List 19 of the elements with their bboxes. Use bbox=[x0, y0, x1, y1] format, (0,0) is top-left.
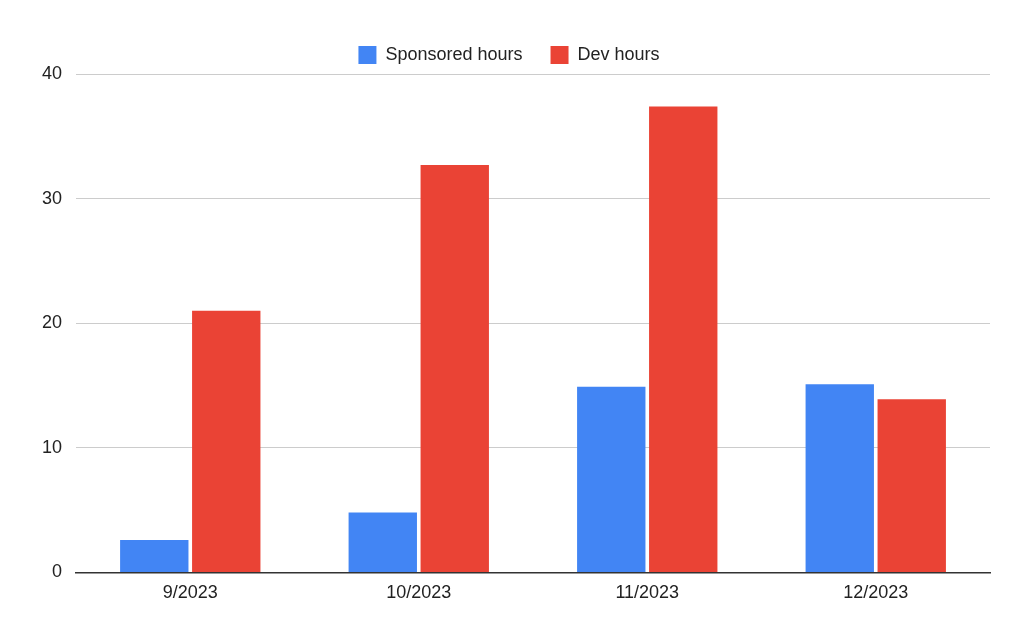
bar bbox=[877, 399, 946, 572]
x-tick-label: 12/2023 bbox=[843, 582, 909, 603]
x-tick-label: 9/2023 bbox=[162, 582, 218, 603]
bar bbox=[649, 106, 718, 572]
x-tick-label: 10/2023 bbox=[386, 582, 452, 603]
y-tick-label: 0 bbox=[52, 561, 63, 582]
y-tick-label: 20 bbox=[41, 312, 63, 333]
bar bbox=[577, 386, 646, 572]
bar bbox=[420, 164, 489, 572]
y-tick-label: 10 bbox=[41, 436, 63, 457]
y-tick-label: 40 bbox=[41, 62, 63, 83]
legend-label: Sponsored hours bbox=[385, 43, 523, 64]
y-tick-label: 30 bbox=[41, 187, 63, 208]
legend-label: Dev hours bbox=[577, 43, 660, 64]
x-tick-label: 11/2023 bbox=[615, 582, 680, 603]
bar bbox=[120, 540, 189, 572]
bar bbox=[805, 384, 874, 572]
bar bbox=[348, 512, 417, 572]
bar bbox=[192, 310, 261, 572]
